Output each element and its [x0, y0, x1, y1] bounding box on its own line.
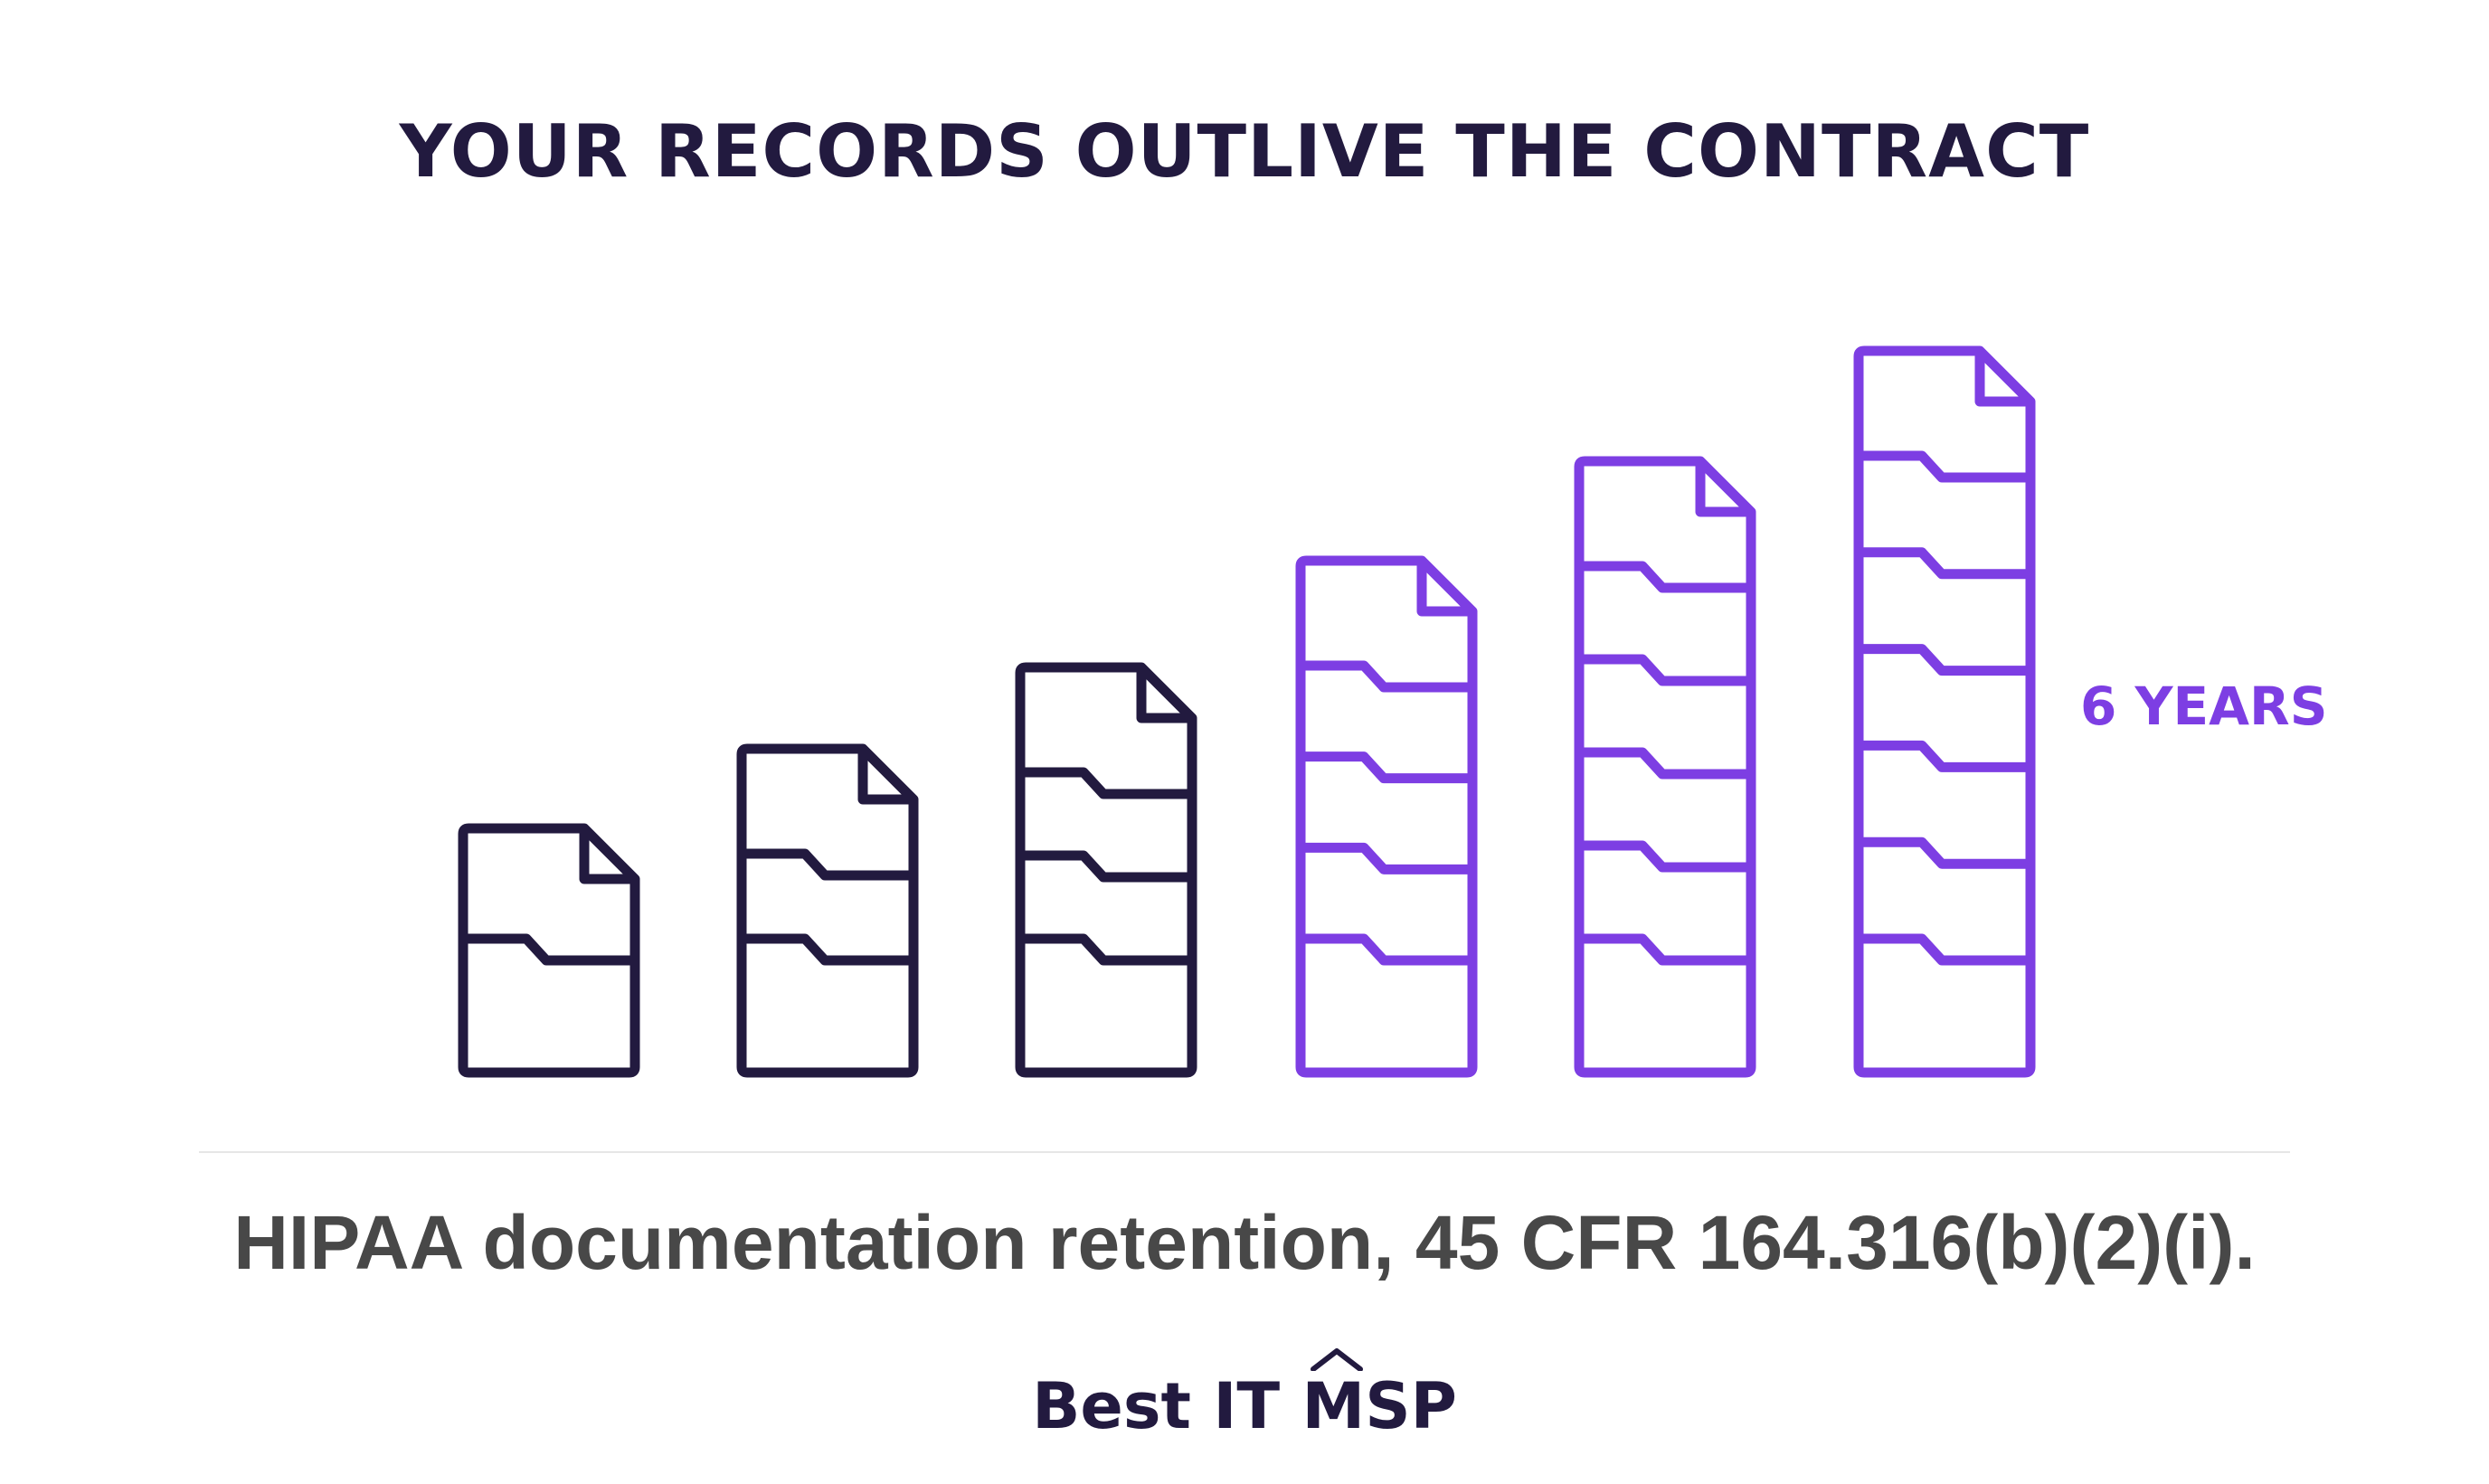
- folder-tab: [1859, 933, 2030, 966]
- document-outline: [1853, 345, 2036, 1078]
- page-fold-icon: [1695, 461, 1751, 517]
- document-outline: [458, 823, 640, 1078]
- years-label: 6 YEARS: [2080, 676, 2328, 737]
- folder-tab: [742, 848, 913, 881]
- folder-tab: [1020, 850, 1192, 883]
- folder-tab: [1859, 450, 2030, 483]
- folder-tab: [1579, 654, 1751, 686]
- document-outline: [736, 743, 919, 1078]
- brand-logo: Best IT MSP: [1032, 1369, 1457, 1443]
- folder-tab: [1859, 740, 2030, 772]
- page-fold-icon: [1416, 561, 1472, 617]
- document-outline: [1574, 456, 1756, 1078]
- folder-tab: [1020, 933, 1192, 966]
- document-outline: [1295, 555, 1478, 1078]
- folder-tab: [1020, 767, 1192, 799]
- page-fold-icon: [857, 749, 913, 805]
- document-outline: [1015, 662, 1197, 1078]
- page-fold-icon: [579, 828, 635, 884]
- folder-tab: [1301, 751, 1472, 784]
- caret-icon: [1311, 1348, 1363, 1371]
- page-fold-icon: [1974, 351, 2030, 407]
- folder-tab: [1301, 842, 1472, 874]
- document-stack-3: [1015, 662, 1197, 1078]
- page-fold-icon: [1136, 667, 1192, 723]
- document-stack-1: [458, 823, 640, 1078]
- folder-tab: [1579, 840, 1751, 873]
- document-stack-4: [1295, 555, 1478, 1078]
- folder-tab: [1579, 561, 1751, 593]
- folder-tab: [1859, 547, 2030, 580]
- folder-tab: [1301, 660, 1472, 693]
- document-stack-2: [736, 743, 919, 1078]
- divider: [199, 1151, 2290, 1153]
- document-stack-5: [1574, 456, 1756, 1078]
- folder-tab: [742, 933, 913, 966]
- folder-tab: [1859, 837, 2030, 869]
- document-stack-6: [1853, 345, 2036, 1078]
- folder-tab: [463, 933, 635, 966]
- headline: YOUR RECORDS OUTLIVE THE CONTRACT: [399, 109, 2090, 194]
- folder-tab: [1579, 747, 1751, 780]
- folder-tab: [1301, 933, 1472, 966]
- folder-tab: [1859, 644, 2030, 676]
- citation: HIPAA documentation retention, 45 CFR 16…: [233, 1200, 2256, 1285]
- folder-tab: [1579, 933, 1751, 966]
